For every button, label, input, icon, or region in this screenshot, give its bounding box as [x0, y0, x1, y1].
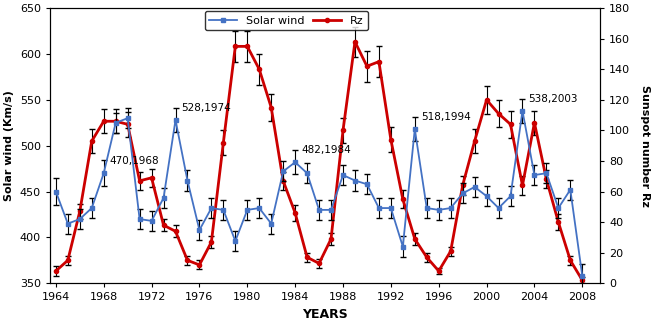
Text: 518,1994: 518,1994 — [421, 112, 470, 122]
Legend: Solar wind, Rz: Solar wind, Rz — [205, 11, 368, 30]
Y-axis label: Sunspot number Rz: Sunspot number Rz — [640, 85, 650, 207]
X-axis label: YEARS: YEARS — [302, 308, 348, 321]
Text: 482,1984: 482,1984 — [301, 145, 351, 155]
Text: 528,1974: 528,1974 — [181, 103, 232, 113]
Y-axis label: Solar wind (Km/s): Solar wind (Km/s) — [4, 90, 14, 201]
Text: 538,2003: 538,2003 — [528, 94, 578, 104]
Text: 470,1968: 470,1968 — [110, 156, 160, 166]
